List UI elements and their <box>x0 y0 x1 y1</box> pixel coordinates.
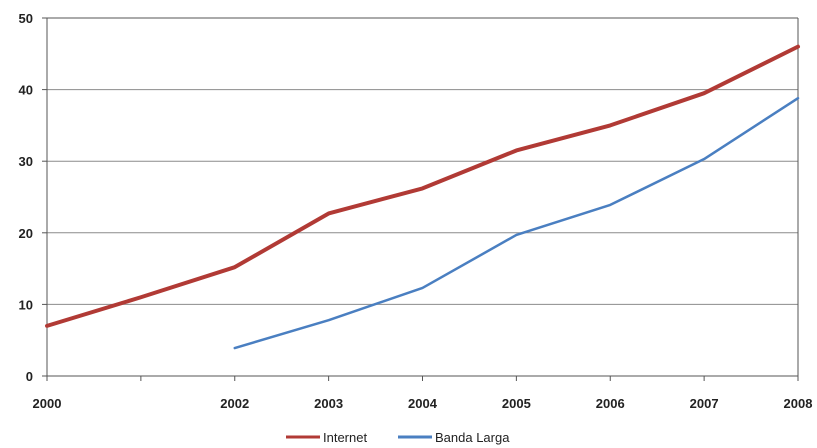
y-tick-label: 20 <box>19 226 33 241</box>
legend-label-banda-larga: Banda Larga <box>435 430 510 445</box>
y-tick-label: 10 <box>19 297 33 312</box>
legend-item-banda-larga[interactable]: Banda Larga <box>398 430 510 445</box>
series-line-banda-larga <box>233 96 800 350</box>
legend: Internet Banda Larga <box>286 430 510 445</box>
y-tick-label: 0 <box>26 369 33 384</box>
x-tick-label: 2008 <box>784 396 813 411</box>
series-line-internet <box>45 44 800 328</box>
axes <box>46 17 799 377</box>
legend-item-internet[interactable]: Internet <box>286 430 367 445</box>
series-lines <box>45 44 800 350</box>
x-axis-ticks: 2000 2002 2003 2004 2005 2006 2007 2008 <box>33 376 813 411</box>
x-tick-label: 2003 <box>314 396 343 411</box>
x-tick-label: 2004 <box>408 396 438 411</box>
x-tick-label: 2000 <box>33 396 62 411</box>
gridlines <box>47 17 798 305</box>
y-tick-label: 30 <box>19 154 33 169</box>
y-axis-ticks: 0 10 20 30 40 50 <box>19 11 47 384</box>
legend-label-internet: Internet <box>323 430 367 445</box>
x-tick-label: 2002 <box>220 396 249 411</box>
y-tick-label: 50 <box>19 11 33 26</box>
x-tick-label: 2005 <box>502 396 531 411</box>
x-tick-label: 2006 <box>596 396 625 411</box>
x-tick-label: 2007 <box>690 396 719 411</box>
y-tick-label: 40 <box>19 83 33 98</box>
